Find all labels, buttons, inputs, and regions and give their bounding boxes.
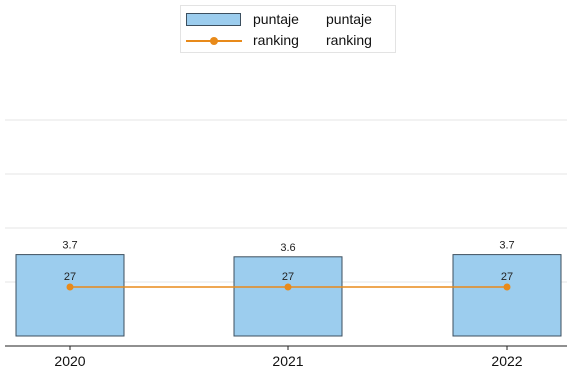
- ranking-point-2021: [284, 283, 292, 291]
- legend-entry-puntaje: puntaje puntaje: [181, 9, 395, 29]
- bar-value-label: 3.6: [280, 242, 295, 254]
- legend-label-ranking-secondary: ranking: [326, 32, 372, 48]
- bar-2020: [15, 254, 125, 337]
- bar-2021: [233, 256, 343, 337]
- x-tick-label: 2021: [272, 353, 303, 368]
- ranking-point-2022: [503, 283, 511, 291]
- bar-series-puntaje: [15, 254, 562, 337]
- legend: puntaje puntaje ranking ranking: [180, 5, 396, 53]
- bar-value-label: 3.7: [62, 240, 77, 252]
- ranking-point-2020: [66, 283, 74, 291]
- bar-value-label: 3.7: [499, 240, 514, 252]
- ranking-value-label: 27: [282, 271, 294, 283]
- x-tick-label: 2022: [491, 353, 522, 368]
- bar-2022: [452, 254, 562, 337]
- line-series-ranking: [66, 283, 511, 291]
- data-labels: 3.7 3.6 3.7 27 27 27: [62, 240, 514, 283]
- legend-bar-swatch: [186, 13, 241, 26]
- legend-label-ranking: ranking: [253, 32, 299, 48]
- legend-label-puntaje-secondary: puntaje: [326, 11, 372, 27]
- legend-dot-marker: [210, 37, 218, 45]
- ranking-value-label: 27: [501, 271, 513, 283]
- legend-label-puntaje: puntaje: [253, 11, 299, 27]
- x-axis: 2020 2021 2022: [5, 345, 567, 368]
- legend-entry-ranking: ranking ranking: [181, 30, 395, 50]
- x-tick-label: 2020: [54, 353, 85, 368]
- ranking-value-label: 27: [64, 271, 76, 283]
